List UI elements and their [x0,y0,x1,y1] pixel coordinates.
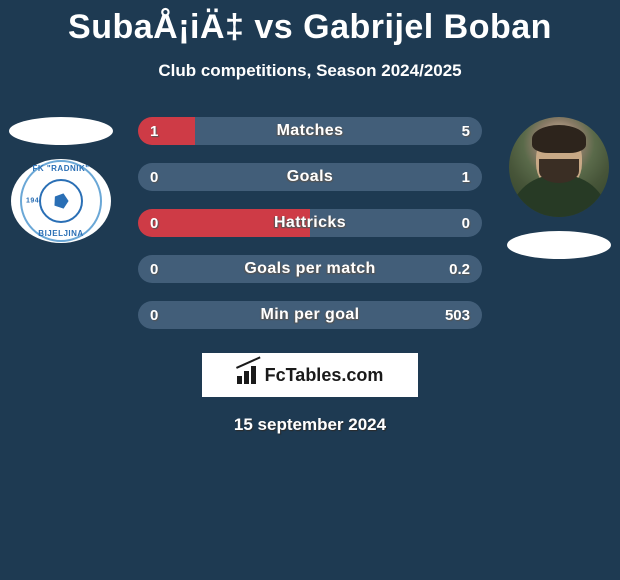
bar-row: Min per goal0 503 [138,301,482,329]
bar-value-right: 503 [445,301,470,329]
bar-label: Matches [138,117,482,145]
bar-label: Goals [138,163,482,191]
crest-text-top: FK "RADNIK" [32,164,89,173]
page-title: SubaÅ¡iÄ‡ vs Gabrijel Boban [0,0,620,47]
left-player-column: FK "RADNIK" 1945 BIJELJINA [6,117,116,243]
bar-value-left: 0 [150,163,158,191]
crest-text-bottom: BIJELJINA [38,229,83,238]
brand-box: FcTables.com [202,353,418,397]
bar-value-right: 5 [462,117,470,145]
bar-value-right: 0 [462,209,470,237]
right-player-column [504,117,614,259]
bar-chart-icon [237,366,259,384]
brand-label: FcTables.com [265,365,384,386]
page-subtitle: Club competitions, Season 2024/2025 [0,61,620,81]
team-placeholder-right [507,231,611,259]
soccer-ball-icon [39,179,83,223]
player-placeholder-left [9,117,113,145]
comparison-panel: FK "RADNIK" 1945 BIJELJINA Matches15Goal… [0,117,620,329]
team-crest-left: FK "RADNIK" 1945 BIJELJINA [11,159,111,243]
bar-value-left: 1 [150,117,158,145]
bar-row: Goals per match0 0.2 [138,255,482,283]
bar-value-right: 1 [462,163,470,191]
bar-row: Goals0 1 [138,163,482,191]
bar-row: Hattricks0 0 [138,209,482,237]
bar-label: Goals per match [138,255,482,283]
bar-value-right: 0.2 [449,255,470,283]
footer-date: 15 september 2024 [0,415,620,435]
bar-value-left: 0 [150,301,158,329]
player-avatar-right [509,117,609,217]
bar-row: Matches1 5 [138,117,482,145]
bar-label: Hattricks [138,209,482,237]
bar-value-left: 0 [150,255,158,283]
bar-label: Min per goal [138,301,482,329]
bar-value-left: 0 [150,209,158,237]
comparison-bars: Matches15Goals01Hattricks00Goals per mat… [138,117,482,329]
